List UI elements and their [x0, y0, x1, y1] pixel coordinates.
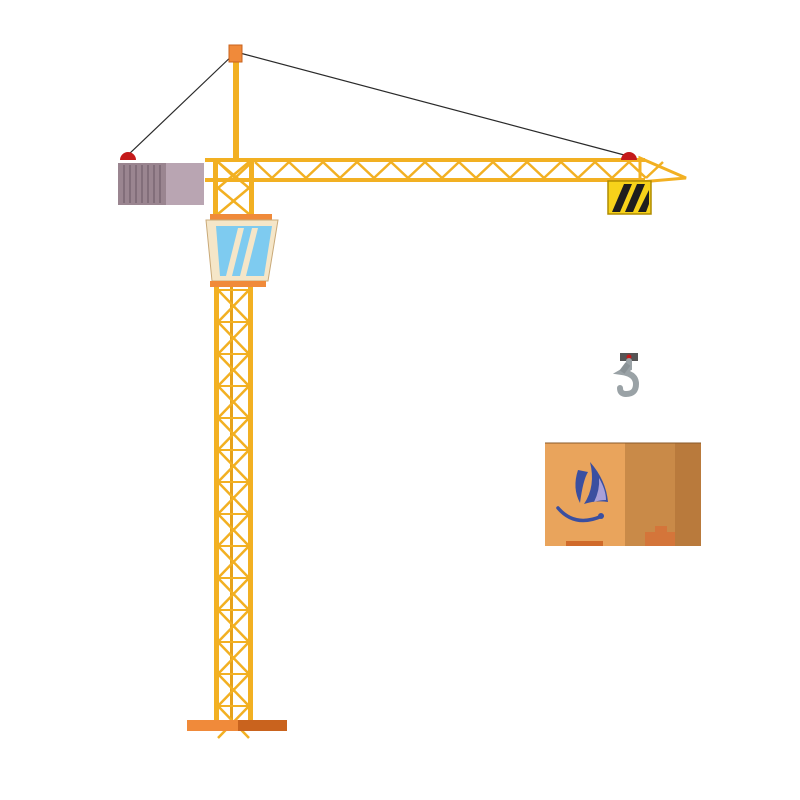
crane-tower — [214, 286, 253, 739]
crane-apex-mast — [233, 58, 239, 162]
tower-upper — [213, 160, 254, 220]
warning-light-left — [120, 152, 136, 160]
trolley — [607, 180, 652, 215]
crane-jib — [205, 155, 687, 184]
counter-jib-cable — [126, 51, 237, 157]
crane-hook-icon — [612, 353, 640, 398]
crane-apex-cap — [228, 44, 243, 63]
sail-logo-icon — [556, 462, 608, 523]
warning-light-right — [621, 152, 637, 160]
operator-cabin — [205, 214, 279, 287]
counterweight — [118, 163, 204, 205]
jib-cable — [235, 51, 629, 157]
cardboard-box-icon — [545, 442, 701, 546]
crane-base — [187, 720, 287, 731]
